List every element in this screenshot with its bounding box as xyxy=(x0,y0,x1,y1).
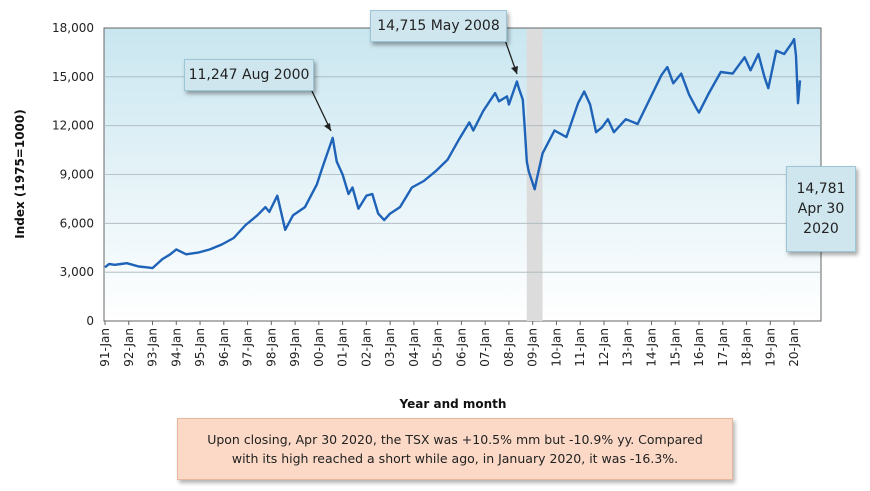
y-tick-label: 18,000 xyxy=(52,21,94,35)
series-line-group xyxy=(104,37,802,270)
note-box: Upon closing, Apr 30 2020, the TSX was +… xyxy=(177,418,733,480)
y-axis-ticks: 0 3,000 6,000 9,000 12,000 15,000 18,000 xyxy=(52,21,94,328)
x-tick-label: 01-Jan xyxy=(336,328,350,367)
y-tick-label: 6,000 xyxy=(60,216,94,230)
x-tick-label: 05-Jan xyxy=(431,328,445,367)
x-tick-label: 94-Jan xyxy=(169,328,183,367)
x-tick-label: 11-Jan xyxy=(573,328,587,367)
y-tick-label: 9,000 xyxy=(60,168,94,182)
x-tick-label: 17-Jan xyxy=(716,328,730,367)
x-axis-ticks: 91-Jan 92-Jan 93-Jan 94-Jan 95-Jan 96-Jan 97-J… xyxy=(98,321,801,367)
callout-latest-text: 14,781 Apr 30 2020 xyxy=(796,181,846,237)
arrow-2008-head xyxy=(511,66,518,74)
callout-latest: 14,781 Apr 30 2020 xyxy=(786,166,856,252)
callout-peak-2000: 11,247 Aug 2000 xyxy=(184,59,314,91)
y-tick-label: 12,000 xyxy=(52,119,94,133)
x-tick-label: 16-Jan xyxy=(692,328,706,367)
arrow-2000 xyxy=(310,88,332,132)
callout-peak-2008: 14,715 May 2008 xyxy=(370,10,507,42)
x-tick-label: 98-Jan xyxy=(264,328,278,367)
x-tick-label: 20-Jan xyxy=(787,328,801,367)
x-tick-label: 97-Jan xyxy=(241,328,255,367)
y-axis-title: Index (1975=1000) xyxy=(13,109,27,238)
x-tick-label: 07-Jan xyxy=(478,328,492,367)
recession-shading xyxy=(526,29,543,321)
x-tick-label: 06-Jan xyxy=(454,328,468,367)
y-tick-label: 15,000 xyxy=(52,70,94,84)
x-tick-label: 03-Jan xyxy=(383,328,397,367)
x-tick-label: 96-Jan xyxy=(217,328,231,367)
x-tick-label: 15-Jan xyxy=(668,328,682,367)
x-tick-label: 91-Jan xyxy=(98,328,112,367)
x-tick-label: 12-Jan xyxy=(597,328,611,367)
x-tick-label: 93-Jan xyxy=(146,328,160,367)
note-text: Upon closing, Apr 30 2020, the TSX was +… xyxy=(207,432,703,466)
x-tick-label: 19-Jan xyxy=(763,328,777,367)
x-tick-label: 00-Jan xyxy=(312,328,326,367)
x-axis-title: Year and month xyxy=(399,397,507,411)
x-tick-label: 95-Jan xyxy=(193,328,207,367)
x-tick-label: 99-Jan xyxy=(288,328,302,367)
x-tick-label: 18-Jan xyxy=(740,328,754,367)
recession-band xyxy=(526,29,543,321)
series-line xyxy=(104,37,802,270)
x-tick-label: 14-Jan xyxy=(644,328,658,367)
x-tick-label: 02-Jan xyxy=(359,328,373,367)
x-tick-label: 08-Jan xyxy=(502,328,516,367)
y-tick-label: 0 xyxy=(86,314,94,328)
y-tick-label: 3,000 xyxy=(60,265,94,279)
arrow-2000-head xyxy=(324,123,331,131)
x-tick-label: 92-Jan xyxy=(122,328,136,367)
x-tick-label: 04-Jan xyxy=(407,328,421,367)
callout-arrows xyxy=(310,39,518,132)
x-tick-label: 13-Jan xyxy=(621,328,635,367)
x-tick-label: 09-Jan xyxy=(526,328,540,367)
x-tick-label: 10-Jan xyxy=(549,328,563,367)
